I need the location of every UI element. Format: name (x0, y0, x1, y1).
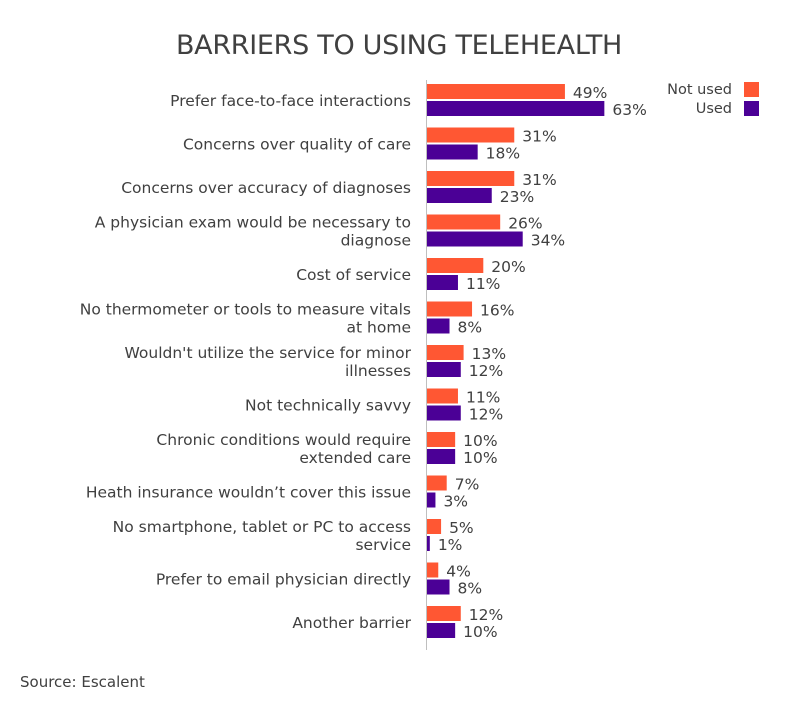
data-label: 20% (491, 258, 525, 276)
category-label: No thermometer or tools to measure vital… (80, 301, 411, 319)
category-label: Cost of service (296, 266, 411, 284)
data-label: 5% (449, 519, 474, 537)
data-label: 10% (463, 623, 497, 641)
category-label: service (355, 536, 411, 554)
data-label: 12% (469, 606, 503, 624)
data-label: 1% (438, 536, 463, 554)
bar-not-used (427, 606, 461, 621)
bar-used (427, 144, 478, 160)
category-label: Not technically savvy (245, 397, 411, 415)
data-label: 49% (573, 84, 607, 102)
legend-swatch (744, 82, 759, 97)
bar-not-used (427, 562, 439, 578)
data-label: 23% (500, 188, 534, 206)
bar-used (427, 579, 450, 595)
bar-used (427, 275, 458, 290)
bar-not-used (427, 432, 456, 447)
category-label: Concerns over accuracy of diagnoses (121, 179, 411, 197)
bars-layer (427, 84, 605, 638)
bar-used (427, 231, 523, 247)
category-label: at home (347, 319, 411, 337)
bar-not-used (427, 345, 464, 360)
data-label: 12% (469, 406, 503, 424)
legend-swatch (744, 101, 759, 116)
data-label: 10% (463, 449, 497, 467)
data-label: 63% (612, 101, 646, 119)
category-label: No smartphone, tablet or PC to access (113, 518, 411, 536)
bar-not-used (427, 84, 565, 99)
bar-not-used (427, 519, 442, 534)
legend-label: Used (696, 101, 732, 117)
data-label: 8% (458, 319, 483, 337)
category-label: Another barrier (292, 614, 411, 632)
bar-not-used (427, 301, 473, 317)
bar-not-used (427, 258, 484, 273)
data-label: 12% (469, 362, 503, 380)
category-label: Heath insurance wouldn’t cover this issu… (86, 484, 411, 502)
category-label: diagnose (341, 232, 411, 250)
data-label: 26% (508, 215, 542, 233)
category-label: Prefer face-to-face interactions (170, 92, 411, 110)
data-label: 11% (466, 389, 500, 407)
bar-used (427, 623, 456, 638)
category-label: Wouldn't utilize the service for minor (124, 344, 411, 362)
labels-layer: Prefer face-to-face interactions 49% 63% Co… (80, 84, 647, 641)
bar-used (427, 536, 430, 551)
data-label: 3% (443, 493, 468, 511)
data-label: 16% (480, 302, 514, 320)
category-label: Prefer to email physician directly (156, 571, 411, 589)
bar-used (427, 405, 461, 421)
bar-not-used (427, 388, 458, 404)
bar-used (427, 449, 456, 464)
bar-not-used (427, 214, 501, 230)
legend-label: Not used (667, 82, 732, 98)
data-label: 13% (472, 345, 506, 363)
bar-used (427, 318, 450, 334)
data-label: 11% (466, 275, 500, 293)
data-label: 10% (463, 432, 497, 450)
data-label: 8% (458, 580, 483, 598)
data-label: 31% (522, 171, 556, 189)
data-label: 31% (522, 128, 556, 146)
category-label: Chronic conditions would require (156, 431, 411, 449)
data-label: 18% (486, 145, 520, 163)
category-label: extended care (299, 449, 411, 467)
category-label: Concerns over quality of care (183, 136, 411, 154)
data-label: 34% (531, 232, 565, 250)
bar-used (427, 188, 492, 203)
category-label: illnesses (345, 362, 411, 380)
bar-not-used (427, 127, 515, 143)
bar-used (427, 362, 461, 377)
chart-title: BARRIERS TO USING TELEHEALTH (175, 30, 623, 61)
bar-not-used (427, 475, 447, 491)
bar-used (427, 101, 605, 116)
legend: Not used Used (667, 82, 759, 117)
data-label: 4% (446, 563, 471, 581)
source-note: Source: Escalent (20, 673, 145, 691)
bar-used (427, 492, 436, 508)
data-label: 7% (455, 476, 480, 494)
bar-not-used (427, 171, 515, 186)
category-label: A physician exam would be necessary to (95, 214, 411, 232)
